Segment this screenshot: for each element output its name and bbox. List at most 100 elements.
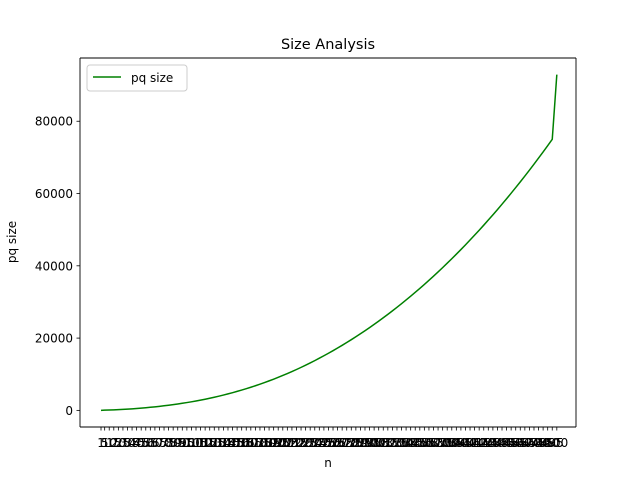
x-tick-label: 260: [326, 436, 349, 450]
x-tick-label: 245: [312, 436, 335, 450]
x-tick-label: 100: [180, 436, 203, 450]
x-tick-label: 65: [152, 436, 167, 450]
x-tick-label: 430: [481, 436, 504, 450]
series-layer: [100, 74, 558, 412]
x-tick-label: 35: [124, 436, 139, 450]
x-tick-label: 285: [349, 436, 372, 450]
legend: pq size: [86, 64, 188, 92]
x-tick-label: 75: [161, 436, 176, 450]
x-tick-label: 125: [203, 436, 226, 450]
x-tick-label: 435: [486, 436, 509, 450]
x-tick-label: 135: [212, 436, 235, 450]
x-tick-label: 90: [175, 436, 190, 450]
x-tick-label: 370: [427, 436, 450, 450]
x-tick-label: 215: [285, 436, 308, 450]
x-tick-label: 400: [454, 436, 477, 450]
x-tick-label: 455: [504, 436, 527, 450]
x-tick-label: 225: [294, 436, 317, 450]
x-tick-label: 445: [495, 436, 518, 450]
x-tick-label: 195: [267, 436, 290, 450]
x-tick-label: 345: [404, 436, 427, 450]
x-tick-label: 470: [518, 436, 541, 450]
x-tick-label: 220: [290, 436, 313, 450]
x-tick-label: 60: [147, 436, 162, 450]
x-tick-label: 1: [97, 436, 105, 450]
x-tick-label: 10: [102, 436, 117, 450]
plot-area: [80, 58, 576, 427]
x-tick-label: 335: [395, 436, 418, 450]
x-tick-label: 85: [170, 436, 185, 450]
x-tick-label: 210: [280, 436, 303, 450]
y-axis-label: pq size: [5, 221, 19, 263]
x-tick-label: 150: [226, 436, 249, 450]
x-tick-label: 255: [322, 436, 345, 450]
x-tick-label: 155: [230, 436, 253, 450]
x-tick-label: 290: [354, 436, 377, 450]
x-tick-label: 160: [235, 436, 258, 450]
x-tick-label: 120: [198, 436, 221, 450]
x-tick-label: 30: [120, 436, 135, 450]
legend-box: [86, 64, 188, 92]
x-tick-label: 230: [299, 436, 322, 450]
x-tick-label: 475: [523, 436, 546, 450]
x-tick-label: 190: [262, 436, 285, 450]
y-tick-label: 0: [65, 404, 73, 418]
x-tick-label: 495: [541, 436, 564, 450]
x-tick-label: 300: [363, 436, 386, 450]
axes-spines: [79, 57, 577, 428]
y-tick-label: 60000: [35, 187, 73, 201]
x-tick-label: 235: [303, 436, 326, 450]
x-tick-label: 360: [417, 436, 440, 450]
x-tick-label: 500: [545, 436, 568, 450]
x-tick-label: 390: [445, 436, 468, 450]
x-tick-label: 405: [459, 436, 482, 450]
x-tick-label: 465: [513, 436, 536, 450]
x-tick-label: 275: [340, 436, 363, 450]
x-tick-label: 295: [358, 436, 381, 450]
x-tick-label: 460: [509, 436, 532, 450]
x-tick-label: 440: [491, 436, 514, 450]
x-tick-label: 105: [185, 436, 208, 450]
series-line-0: [100, 74, 558, 412]
x-tick-label: 20: [111, 436, 126, 450]
x-tick-label: 280: [344, 436, 367, 450]
x-tick-label: 40: [129, 436, 144, 450]
x-tick-label: 140: [217, 436, 240, 450]
x-tick-label: 25: [115, 436, 130, 450]
x-tick-label: 310: [372, 436, 395, 450]
x-tick-label: 375: [431, 436, 454, 450]
x-tick-label: 265: [331, 436, 354, 450]
x-tick-label: 315: [376, 436, 399, 450]
y-tick-label: 80000: [35, 115, 73, 129]
x-tick-label: 395: [449, 436, 472, 450]
x-tick-label: 365: [422, 436, 445, 450]
x-tick-label: 15: [106, 436, 121, 450]
legend-label: pq size: [131, 71, 173, 85]
x-tick-label: 425: [477, 436, 500, 450]
x-tick-label: 70: [156, 436, 171, 450]
x-tick-label: 480: [527, 436, 550, 450]
x-tick-label: 170: [244, 436, 267, 450]
x-tick-label: 320: [381, 436, 404, 450]
x-tick-label: 305: [367, 436, 390, 450]
x-tick-label: 110: [189, 436, 212, 450]
x-tick-label: 95: [179, 436, 194, 450]
x-tick-label: 240: [308, 436, 331, 450]
x-tick-label: 270: [335, 436, 358, 450]
x-tick-label: 55: [143, 436, 158, 450]
x-tick-label: 330: [390, 436, 413, 450]
x-tick-label: 115: [194, 436, 217, 450]
x-axis-label: n: [324, 456, 332, 470]
x-axis-ticks: 1510152025303540455055606570758085909510…: [97, 427, 568, 450]
x-tick-label: 415: [468, 436, 491, 450]
y-tick-label: 20000: [35, 332, 73, 346]
x-tick-label: 385: [440, 436, 463, 450]
x-tick-label: 450: [500, 436, 523, 450]
x-tick-label: 165: [239, 436, 262, 450]
x-tick-label: 185: [258, 436, 281, 450]
x-tick-label: 80: [166, 436, 181, 450]
chart-title: Size Analysis: [281, 37, 375, 53]
x-tick-label: 325: [386, 436, 409, 450]
x-tick-label: 130: [207, 436, 230, 450]
